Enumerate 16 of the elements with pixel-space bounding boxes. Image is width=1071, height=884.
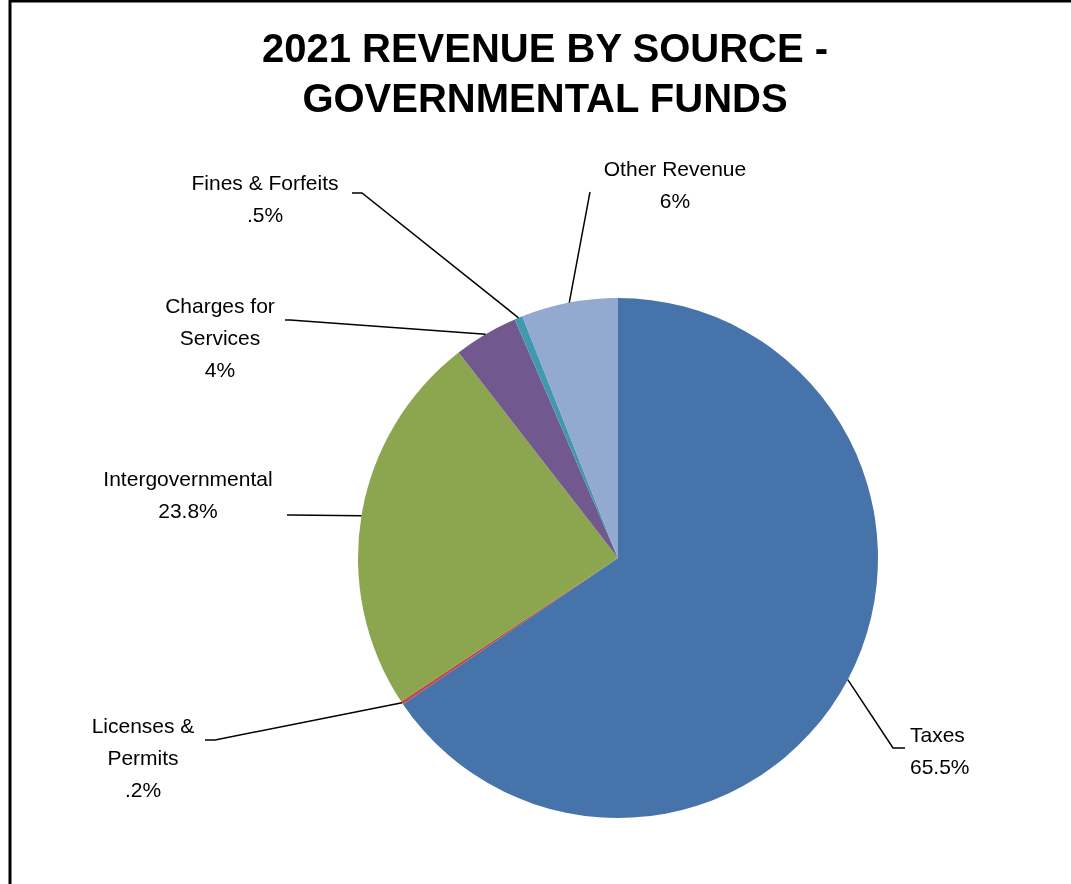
data-label: 65.5% bbox=[910, 755, 970, 778]
slice-label: Fines & Forfeits bbox=[191, 171, 339, 194]
chart-title: 2021 REVENUE BY SOURCE - GOVERNMENTAL FUNDS bbox=[261, 26, 829, 120]
slice-label: Other Revenue bbox=[603, 157, 747, 180]
data-label: .2% bbox=[124, 778, 162, 801]
slice-label: Taxes bbox=[910, 723, 965, 746]
data-label: 6% bbox=[659, 189, 691, 212]
slice-label: Licenses & Permits bbox=[91, 714, 195, 769]
slice-label: Intergovernmental bbox=[103, 467, 273, 490]
data-label: 4% bbox=[204, 358, 236, 381]
pie-slice bbox=[358, 352, 618, 702]
slice-label: Charges for Services bbox=[165, 294, 275, 349]
data-label: .5% bbox=[246, 203, 284, 226]
pie-slice bbox=[402, 298, 878, 818]
data-label: 23.8% bbox=[158, 499, 218, 522]
pie-slice bbox=[458, 319, 618, 558]
